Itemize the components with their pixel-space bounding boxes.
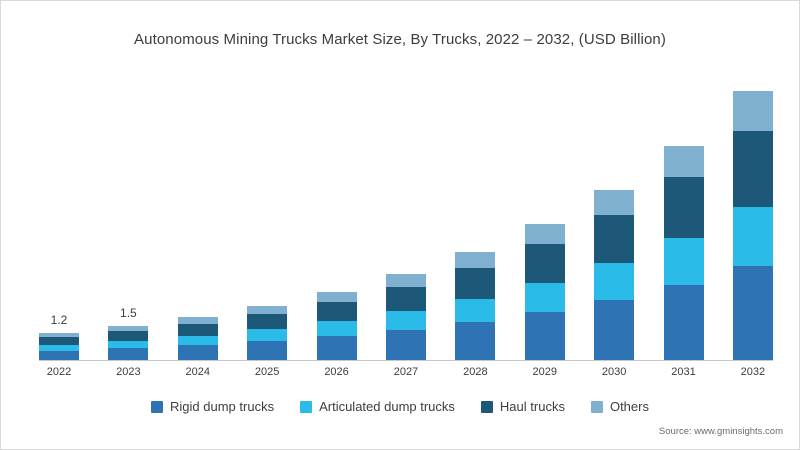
x-tick-label: 2022 — [46, 366, 72, 378]
bar-segment — [594, 214, 635, 264]
bar-segment — [108, 340, 149, 349]
bar-stack — [385, 274, 426, 360]
bar-stack — [177, 317, 218, 360]
x-axis-tick-labels: 2022 2023 2024 2025 2026 2027 2028 2029 2030 2031… — [39, 366, 773, 378]
bar-segment — [455, 298, 496, 323]
bar-stack — [524, 223, 565, 360]
bar-column — [594, 77, 635, 360]
bar-segment — [177, 317, 218, 324]
x-tick-label: 2028 — [463, 366, 488, 378]
bar-segment — [108, 348, 149, 360]
bar-stack — [247, 305, 288, 360]
bar-stack — [316, 291, 357, 360]
bar-segment — [594, 263, 635, 301]
legend-label: Articulated dump trucks — [319, 399, 455, 414]
bar-segment — [455, 252, 496, 268]
plot-area: 1.2 1.5 — [39, 77, 773, 360]
bar-column — [385, 77, 426, 360]
legend-label: Rigid dump trucks — [170, 399, 275, 414]
bar-segment — [663, 145, 704, 178]
bar-group: 1.2 1.5 — [39, 77, 773, 360]
bar-segment — [524, 223, 565, 244]
bar-segment — [385, 329, 426, 360]
bar-segment — [247, 305, 288, 314]
bar-column — [732, 77, 773, 360]
legend-item[interactable]: Others — [590, 399, 649, 414]
legend-swatch-icon — [590, 400, 603, 413]
bar-segment — [594, 300, 635, 360]
bar-segment — [247, 313, 288, 330]
bar-segment — [247, 329, 288, 342]
bar-segment — [108, 331, 149, 341]
legend-swatch-icon — [480, 400, 493, 413]
bar-segment — [455, 322, 496, 360]
bar-column — [455, 77, 496, 360]
bar-segment — [732, 207, 773, 267]
x-tick-label: 2031 — [671, 366, 696, 378]
bar-stack — [39, 333, 79, 360]
bar-column: 1.2 — [39, 77, 79, 360]
bar-column — [524, 77, 565, 360]
bar-segment — [732, 266, 773, 360]
bar-segment — [385, 286, 426, 312]
legend-label: Haul trucks — [499, 399, 565, 414]
bar-stack — [108, 326, 149, 360]
bar-stack — [732, 91, 773, 360]
bar-segment — [39, 350, 79, 360]
source-note: Source: www.gminsights.com — [658, 426, 783, 437]
x-tick-label: 2032 — [740, 366, 766, 378]
bar-segment — [663, 177, 704, 239]
bar-segment — [524, 312, 565, 360]
x-tick-label: 2024 — [185, 366, 211, 378]
bar-segment — [455, 267, 496, 299]
bar-segment — [177, 335, 218, 346]
x-tick-label: 2030 — [601, 366, 627, 378]
bar-segment — [524, 282, 565, 313]
legend-swatch-icon — [151, 400, 164, 413]
legend-item[interactable]: Haul trucks — [480, 399, 565, 414]
bar-segment — [663, 238, 704, 286]
bar-segment — [316, 301, 357, 322]
bar-segment — [108, 326, 149, 332]
bar-column — [316, 77, 357, 360]
bar-column: 1.5 — [108, 77, 149, 360]
bar-segment — [594, 189, 635, 215]
chart-legend: Rigid dump trucks Articulated dump trucks… — [1, 399, 799, 414]
x-tick-label: 2023 — [116, 366, 141, 378]
bar-column — [247, 77, 288, 360]
bar-segment — [39, 337, 79, 345]
x-tick-label: 2026 — [324, 366, 349, 378]
bar-stack — [455, 252, 496, 360]
bar-column — [177, 77, 218, 360]
bar-value-label: 1.2 — [50, 313, 68, 328]
bar-column — [663, 77, 704, 360]
bar-segment — [524, 243, 565, 283]
bar-value-label: 1.5 — [120, 306, 137, 321]
bar-segment — [316, 291, 357, 302]
bar-segment — [385, 311, 426, 330]
legend-swatch-icon — [300, 400, 313, 413]
bar-stack — [663, 145, 704, 360]
legend-item[interactable]: Rigid dump trucks — [151, 399, 274, 414]
x-tick-label: 2029 — [532, 366, 557, 378]
bar-segment — [732, 130, 773, 208]
chart-title: Autonomous Mining Trucks Market Size, By… — [134, 31, 666, 48]
bar-segment — [39, 344, 79, 351]
bar-segment — [177, 345, 218, 360]
bar-segment — [316, 336, 357, 360]
bar-segment — [732, 91, 773, 131]
bar-segment — [247, 341, 288, 360]
bar-stack — [594, 189, 635, 360]
legend-label: Others — [609, 399, 649, 414]
bar-segment — [316, 321, 357, 337]
bar-segment — [385, 274, 426, 287]
x-tick-label: 2027 — [393, 366, 419, 378]
bar-segment — [177, 323, 218, 336]
x-tick-label: 2025 — [254, 366, 280, 378]
bar-segment — [39, 333, 79, 338]
x-axis-line — [39, 360, 773, 361]
bar-segment — [663, 285, 704, 360]
legend-item[interactable]: Articulated dump trucks — [300, 399, 455, 414]
